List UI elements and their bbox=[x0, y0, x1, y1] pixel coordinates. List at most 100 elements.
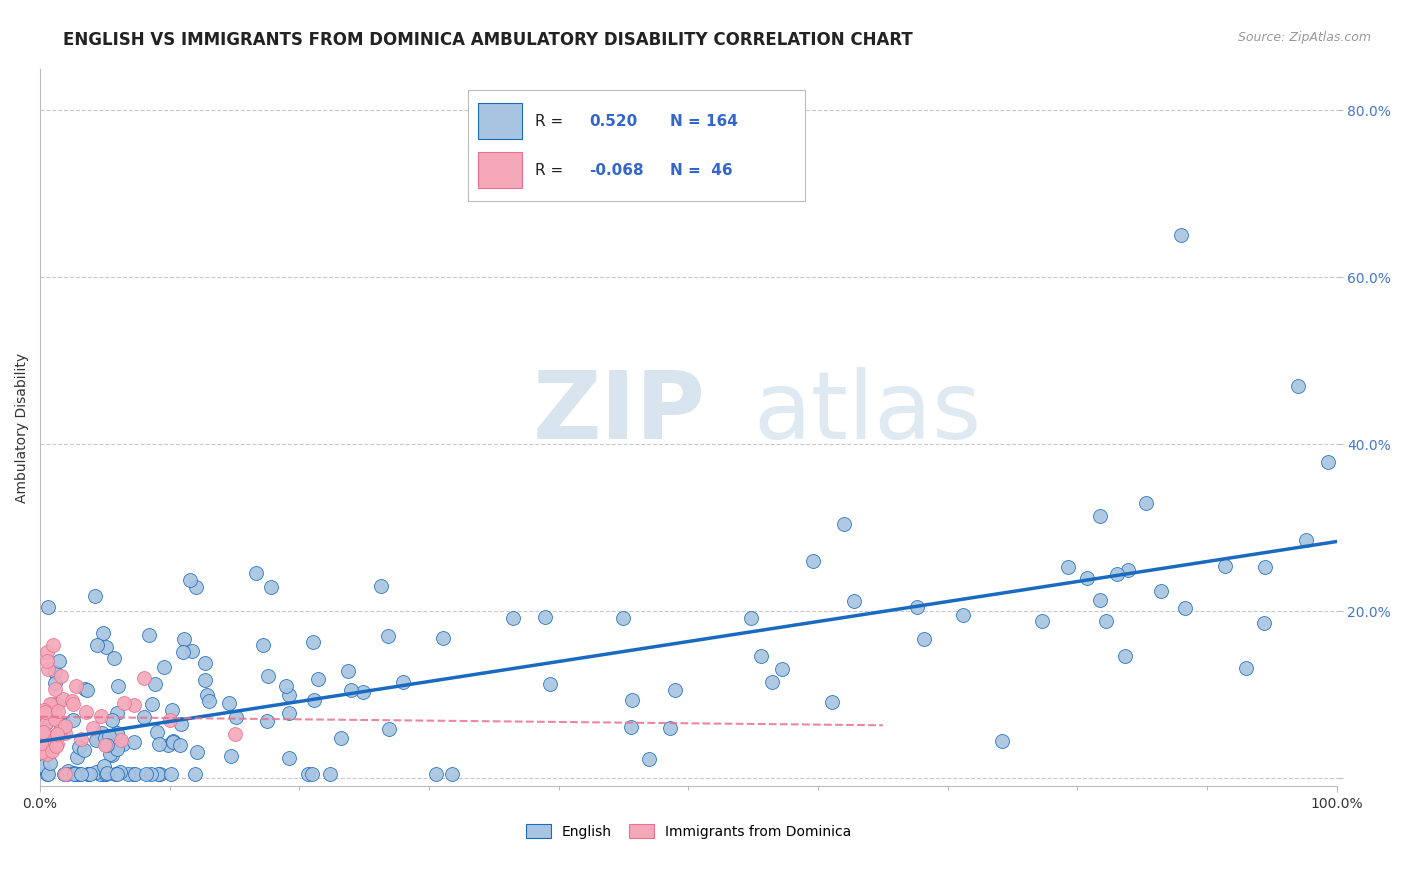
Point bbox=[297, 767, 319, 781]
Point bbox=[93, 758, 115, 772]
Point bbox=[45, 697, 67, 711]
Point bbox=[319, 767, 342, 781]
Point bbox=[440, 767, 463, 781]
Point bbox=[44, 712, 66, 726]
Point bbox=[538, 677, 561, 691]
Point bbox=[352, 684, 374, 698]
Point bbox=[110, 765, 132, 780]
Point bbox=[30, 736, 52, 750]
Point bbox=[30, 721, 52, 735]
Point bbox=[135, 767, 157, 781]
Point bbox=[48, 654, 70, 668]
Point bbox=[219, 749, 242, 764]
Point bbox=[162, 735, 184, 749]
Point bbox=[245, 566, 267, 580]
Point bbox=[96, 738, 118, 752]
Point bbox=[658, 721, 681, 735]
Point bbox=[38, 706, 60, 720]
Point bbox=[44, 675, 66, 690]
Point bbox=[1088, 508, 1111, 523]
Point bbox=[89, 767, 111, 781]
Point bbox=[1254, 560, 1277, 574]
Point bbox=[186, 580, 208, 594]
Point bbox=[49, 718, 72, 732]
Text: Source: ZipAtlas.com: Source: ZipAtlas.com bbox=[1237, 31, 1371, 45]
Point bbox=[124, 767, 146, 781]
Point bbox=[149, 767, 172, 781]
Point bbox=[45, 739, 67, 753]
Point bbox=[105, 706, 128, 720]
Point bbox=[145, 725, 167, 739]
Point bbox=[1116, 562, 1139, 576]
Point bbox=[75, 705, 97, 719]
Point bbox=[186, 745, 208, 759]
Point bbox=[842, 594, 865, 608]
Point bbox=[141, 767, 163, 781]
Point bbox=[112, 696, 135, 710]
Point bbox=[770, 662, 793, 676]
Point bbox=[41, 697, 63, 711]
Point bbox=[91, 767, 114, 781]
Point bbox=[301, 767, 323, 781]
Point bbox=[612, 610, 634, 624]
Point bbox=[169, 738, 191, 752]
Point bbox=[35, 715, 58, 730]
Point bbox=[37, 600, 59, 615]
Point bbox=[34, 706, 56, 720]
Point bbox=[159, 713, 181, 727]
Point bbox=[32, 728, 55, 742]
Point bbox=[1088, 593, 1111, 607]
Point bbox=[93, 731, 115, 745]
Point bbox=[198, 694, 221, 708]
Point bbox=[801, 554, 824, 568]
Point bbox=[90, 725, 112, 739]
Point bbox=[44, 729, 66, 743]
Point bbox=[1170, 228, 1192, 243]
Point bbox=[52, 692, 75, 706]
Point bbox=[991, 733, 1014, 747]
Point bbox=[53, 718, 76, 732]
Point bbox=[44, 707, 66, 722]
Point bbox=[117, 767, 139, 781]
Point bbox=[86, 638, 108, 652]
Point bbox=[1213, 559, 1236, 574]
Point bbox=[1295, 533, 1317, 548]
Point bbox=[620, 720, 643, 734]
Point bbox=[157, 739, 180, 753]
Point bbox=[952, 608, 974, 623]
Point bbox=[49, 723, 72, 738]
Point bbox=[122, 698, 145, 712]
Point bbox=[905, 599, 928, 614]
Point bbox=[96, 767, 118, 781]
Point bbox=[42, 638, 65, 652]
Point bbox=[432, 632, 454, 646]
Point bbox=[181, 644, 204, 658]
Point bbox=[35, 747, 58, 761]
Point bbox=[52, 767, 75, 781]
Point bbox=[65, 767, 87, 781]
Point bbox=[740, 610, 762, 624]
Point bbox=[31, 759, 53, 773]
Point bbox=[1114, 649, 1136, 664]
Point bbox=[96, 765, 118, 780]
Point bbox=[90, 709, 112, 723]
Point bbox=[257, 668, 280, 682]
Point bbox=[46, 704, 69, 718]
Point bbox=[1253, 616, 1275, 631]
Point bbox=[278, 688, 301, 702]
Point bbox=[77, 767, 100, 781]
Point bbox=[148, 737, 170, 751]
Point bbox=[260, 580, 283, 594]
Point bbox=[53, 767, 76, 781]
Point bbox=[184, 767, 207, 781]
Point bbox=[1234, 661, 1257, 675]
Point bbox=[31, 723, 53, 738]
Point bbox=[37, 662, 59, 676]
Point bbox=[79, 767, 101, 781]
Point bbox=[39, 740, 62, 755]
Point bbox=[62, 713, 84, 727]
Point bbox=[101, 713, 124, 727]
Point bbox=[103, 651, 125, 665]
Point bbox=[256, 714, 278, 728]
Point bbox=[832, 517, 855, 532]
